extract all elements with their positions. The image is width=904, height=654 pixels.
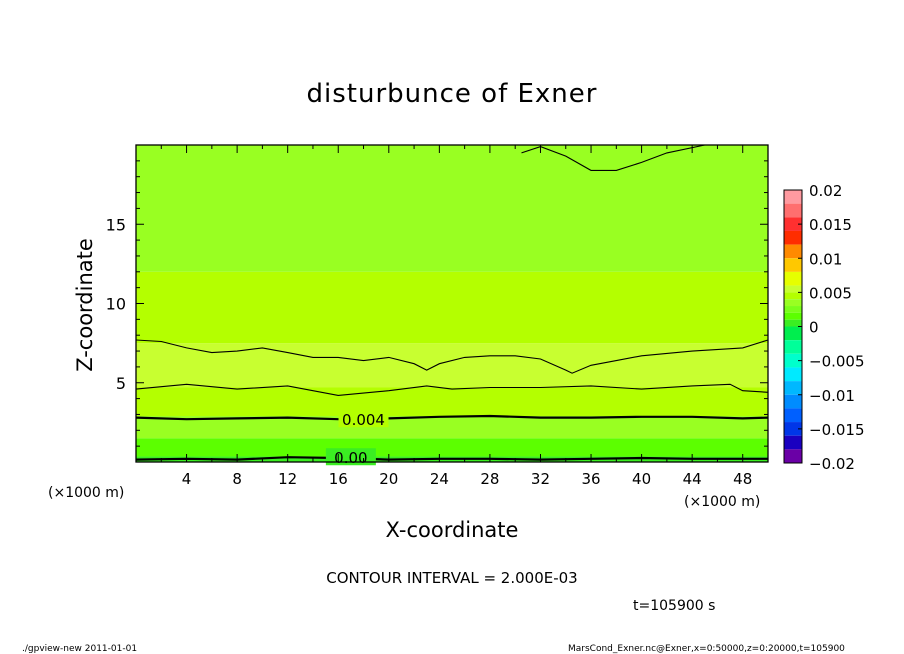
colorbar-swatch <box>784 326 802 341</box>
footer-right: MarsCond_Exner.nc@Exner,x=0:50000,z=0:20… <box>568 644 845 654</box>
x-tick-label: 28 <box>480 470 499 488</box>
colorbar-swatch <box>784 271 802 286</box>
colorbar-swatch <box>784 449 802 463</box>
colorbar-swatch <box>784 306 802 313</box>
x-tick-label: 32 <box>531 470 550 488</box>
colorbar-swatch <box>784 367 802 382</box>
y-tick-label: 10 <box>106 295 126 314</box>
x-tick-label: 44 <box>683 470 702 488</box>
contour-line-3 <box>135 339 769 374</box>
colorbar-tick-label: 0.02 <box>809 182 842 200</box>
x-axis-unit: (×1000 m) <box>684 494 760 510</box>
contour-line-2 <box>135 383 769 396</box>
fill-band-3 <box>136 387 768 417</box>
x-tick-label: 8 <box>232 470 242 488</box>
contour-label-bg-0 <box>338 410 389 428</box>
filled-contour-bands <box>136 145 768 462</box>
fill-band-1 <box>136 438 768 457</box>
colorbar: 0.02 0.015 0.01 0.005 0 −0.005 −0.01 −0.015 −0.0… <box>783 182 865 473</box>
fill-band-6 <box>136 145 768 272</box>
x-tick-label: 36 <box>581 470 600 488</box>
colorbar-swatch <box>784 217 802 231</box>
colorbar-swatch <box>784 258 802 272</box>
colorbar-swatch <box>784 381 802 395</box>
x-axis-label: X-coordinate <box>386 518 519 542</box>
colorbar-tick-label: 0.01 <box>809 250 842 268</box>
footer-left: ./gpview-new 2011-01-01 <box>22 644 137 654</box>
x-tick-label: 48 <box>733 470 752 488</box>
x-tick-label: 20 <box>379 470 398 488</box>
colorbar-swatch <box>784 230 802 245</box>
colorbar-tick-label: −0.01 <box>809 387 855 405</box>
colorbar-swatch <box>784 394 802 409</box>
colorbar-swatch <box>784 422 802 436</box>
fill-band-5 <box>136 271 768 344</box>
colorbar-tick-label: 0.005 <box>809 284 852 302</box>
colorbar-swatch <box>784 353 802 368</box>
colorbar-tick-label: 0 <box>809 319 819 337</box>
fill-band-2 <box>136 416 768 439</box>
chart-title: disturbunce of Exner <box>307 79 598 109</box>
colorbar-swatch <box>784 244 802 259</box>
colorbar-swatch <box>784 299 802 307</box>
colorbar-tick-label: −0.005 <box>809 353 865 371</box>
contour-label-1: 0.00 <box>334 449 367 467</box>
fill-band-4 <box>136 343 768 388</box>
colorbar-swatch <box>784 340 802 354</box>
colorbar-swatch <box>784 319 802 327</box>
x-tick-label: 12 <box>278 470 297 488</box>
colorbar-tick-label: −0.015 <box>809 421 865 439</box>
contour-interval-text: CONTOUR INTERVAL = 2.000E-03 <box>326 569 577 587</box>
colorbar-swatch <box>784 190 802 204</box>
time-label: t=105900 s <box>633 598 715 614</box>
colorbar-tick-label: 0.015 <box>809 216 852 234</box>
colorbar-tick-label: −0.02 <box>809 455 855 473</box>
y-axis-label: Z-coordinate <box>73 238 97 372</box>
colorbar-swatch <box>784 285 802 293</box>
y-tick-label: 5 <box>116 374 126 393</box>
contour-label-0: 0.004 <box>342 411 385 429</box>
y-axis-unit: (×1000 m) <box>48 485 124 501</box>
contour-labels: 0.004 0.00 <box>325 410 389 467</box>
x-tick-label: 24 <box>430 470 449 488</box>
colorbar-swatch <box>784 435 802 450</box>
contour-line-4 <box>521 144 705 171</box>
contour-line-1 <box>135 414 769 421</box>
x-axis-ticks: 4 8 12 16 20 24 28 32 36 40 44 48 <box>135 145 769 488</box>
x-tick-label: 40 <box>632 470 651 488</box>
colorbar-swatch <box>784 408 802 423</box>
y-tick-label: 15 <box>106 215 126 234</box>
colorbar-swatch <box>784 292 802 300</box>
x-tick-label: 4 <box>182 470 192 488</box>
colorbar-swatch <box>784 312 802 320</box>
y-axis-ticks: 5 10 15 <box>106 144 768 463</box>
colorbar-swatch <box>784 203 802 218</box>
x-tick-label: 16 <box>329 470 348 488</box>
